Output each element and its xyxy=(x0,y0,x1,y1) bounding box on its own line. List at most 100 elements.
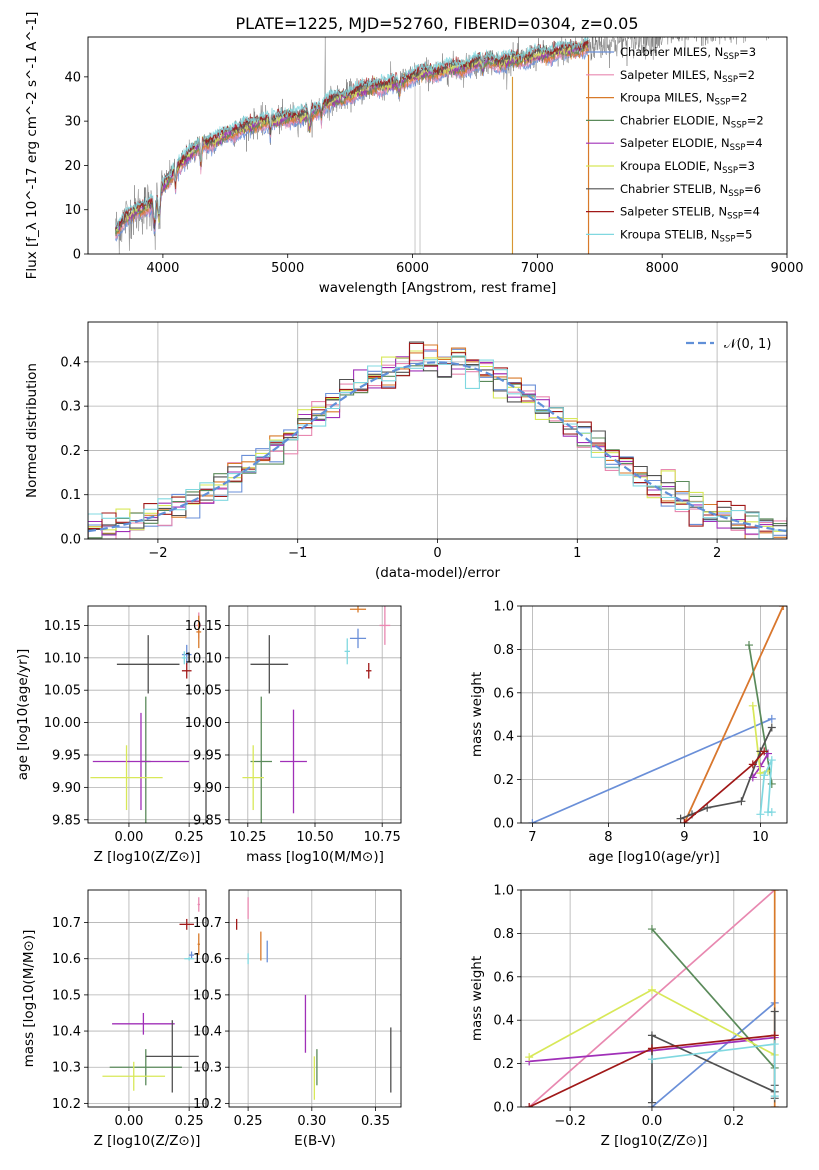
legend-entry: Salpeter MILES, NSSP=2 xyxy=(620,68,755,85)
weights-marker xyxy=(770,1007,779,1016)
legend-entry: Kroupa STELIB, NSSP=5 xyxy=(620,227,752,244)
x-tick-label: 0.35 xyxy=(361,1114,390,1129)
y-tick-label: 0.8 xyxy=(493,643,514,658)
errorbar-chabrier-miles xyxy=(349,628,367,649)
y-tick-label: 0.2 xyxy=(493,1057,514,1072)
plot-area-weight-vs-Z xyxy=(525,890,779,1107)
y-axis-label: age [log10(age/yr)] xyxy=(15,649,31,781)
plot-area-age-vs-mass xyxy=(242,606,391,823)
y-tick-label: 9.95 xyxy=(193,748,222,763)
y-tick-label: 0.0 xyxy=(60,533,81,548)
weights-line xyxy=(748,644,773,785)
weights-line xyxy=(651,1043,776,1097)
weights-marker xyxy=(680,819,689,823)
y-tick-label: 10.15 xyxy=(185,619,222,634)
errorbar-kroupa-stelib xyxy=(344,638,350,665)
errorbar-kroupa-stelib xyxy=(181,651,187,665)
errorbar-salpeter-elodie xyxy=(280,709,307,814)
weights-marker xyxy=(525,1103,534,1107)
errorbar-chabrier-elodie xyxy=(250,696,272,823)
weights-chabrier-elodie xyxy=(745,641,776,788)
plot-area-residuals xyxy=(88,341,787,539)
weights-marker xyxy=(756,810,765,819)
x-tick-label: 4000 xyxy=(146,261,179,276)
y-tick-label: 9.95 xyxy=(52,748,81,763)
y-tick-label: 10.15 xyxy=(44,619,81,634)
plots: 4000 5000 6000 7000 8000 9000010203040wavelen… xyxy=(15,12,804,1149)
y-tick-label: 40 xyxy=(64,70,81,85)
normal-curve xyxy=(88,361,787,533)
weights-salpeter-stelib xyxy=(680,747,769,823)
y-tick-label: 10.5 xyxy=(52,988,81,1003)
y-tick-label: 0.4 xyxy=(493,1014,514,1029)
weights-marker xyxy=(647,1031,656,1040)
y-tick-label: 0.4 xyxy=(493,730,514,745)
axes-frame-mass-vs-ebv xyxy=(228,889,402,1108)
y-tick-label: 0.4 xyxy=(60,355,81,370)
errorbar-kroupa-miles xyxy=(196,615,202,649)
axes-frame-age-vs-mass xyxy=(228,605,402,824)
y-axis-label: mass weight xyxy=(469,956,485,1041)
x-tick-label: 0.25 xyxy=(234,1114,263,1129)
errorbar-kroupa-elodie xyxy=(90,745,163,811)
weights-marker xyxy=(647,925,656,934)
weights-kroupa-stelib xyxy=(647,1040,779,1101)
axes-frame-weight-vs-age xyxy=(520,605,788,824)
grid-mass-vs-ebv xyxy=(229,890,401,1107)
y-tick-label: 10.6 xyxy=(193,952,222,967)
x-axis-label: E(B-V) xyxy=(294,1133,336,1149)
errorbar-kroupa-elodie xyxy=(242,745,264,811)
y-axis-label: Flux [f_λ 10^-17 erg cm^-2 s^-1 A^-1] xyxy=(24,12,40,280)
weights-marker xyxy=(770,1103,779,1107)
plot-age-vs-Z: 0.00 0.25 9.85 9.90 9.95 10.00 10.05 10.10 10.15… xyxy=(15,605,207,865)
x-tick-label: 7 xyxy=(528,830,536,845)
plot-spectrum: 4000 5000 6000 7000 8000 9000 0 10 20 30 40 wavelen… xyxy=(24,12,804,296)
x-axis-label: (data-model)/error xyxy=(375,565,501,581)
y-tick-label: 30 xyxy=(64,115,81,130)
axes-frame-residuals xyxy=(87,321,788,540)
legend-entry: Kroupa MILES, NSSP=2 xyxy=(620,91,747,108)
x-tick-label: 0 xyxy=(433,546,441,561)
y-tick-label: 10.6 xyxy=(52,952,81,967)
y-tick-label: 1.0 xyxy=(493,600,514,615)
weights-marker xyxy=(528,819,537,823)
weights-marker xyxy=(770,1031,779,1040)
weights-marker xyxy=(767,808,776,817)
x-axis-label: Z [log10(Z/Z⊙)] xyxy=(94,849,201,865)
plot-area-spectrum xyxy=(115,37,769,254)
spectrum-model-salpeter-stelib xyxy=(115,38,589,229)
y-tick-label: 10.00 xyxy=(44,716,81,731)
errorbar-kroupa-stelib xyxy=(184,956,194,961)
x-tick-label: 0.30 xyxy=(297,1114,326,1129)
y-tick-label: 0.2 xyxy=(60,444,81,459)
y-tick-label: 0.0 xyxy=(493,817,514,832)
y-tick-label: 10.10 xyxy=(185,651,222,666)
spectrum-model-chabrier-elodie xyxy=(115,41,589,237)
y-tick-label: 10.05 xyxy=(44,684,81,699)
weights-line xyxy=(532,718,773,823)
plot-area-age-vs-Z xyxy=(90,612,202,823)
y-axis-label: Normed distribution xyxy=(24,363,40,498)
y-tick-label: 1.0 xyxy=(493,884,514,899)
legend-entry: Kroupa ELODIE, NSSP=3 xyxy=(620,159,755,176)
x-tick-label: 0.2 xyxy=(723,1114,744,1129)
grid-weight-vs-age xyxy=(521,605,787,824)
weights-marker xyxy=(770,1040,779,1049)
y-tick-label: 9.85 xyxy=(193,813,222,828)
y-tick-label: 0.3 xyxy=(60,400,81,415)
legend-entry: Salpeter STELIB, NSSP=4 xyxy=(620,205,760,222)
weights-line xyxy=(528,890,776,1107)
weights-marker xyxy=(770,1092,779,1101)
weights-marker xyxy=(525,1053,534,1062)
spectrum-model-kroupa-elodie xyxy=(115,41,589,232)
weights-line xyxy=(683,606,784,823)
errorbar-salpeter-stelib xyxy=(366,663,372,679)
y-tick-label: 10 xyxy=(64,203,81,218)
x-axis-label: age [log10(age/yr)] xyxy=(588,849,720,865)
y-tick-label: 0.8 xyxy=(493,927,514,942)
weights-salpeter-stelib xyxy=(525,1031,779,1107)
weights-line xyxy=(680,727,773,820)
weights-marker xyxy=(647,1044,656,1053)
weights-kroupa-miles xyxy=(680,606,787,823)
x-tick-label: 0.25 xyxy=(175,1114,204,1129)
